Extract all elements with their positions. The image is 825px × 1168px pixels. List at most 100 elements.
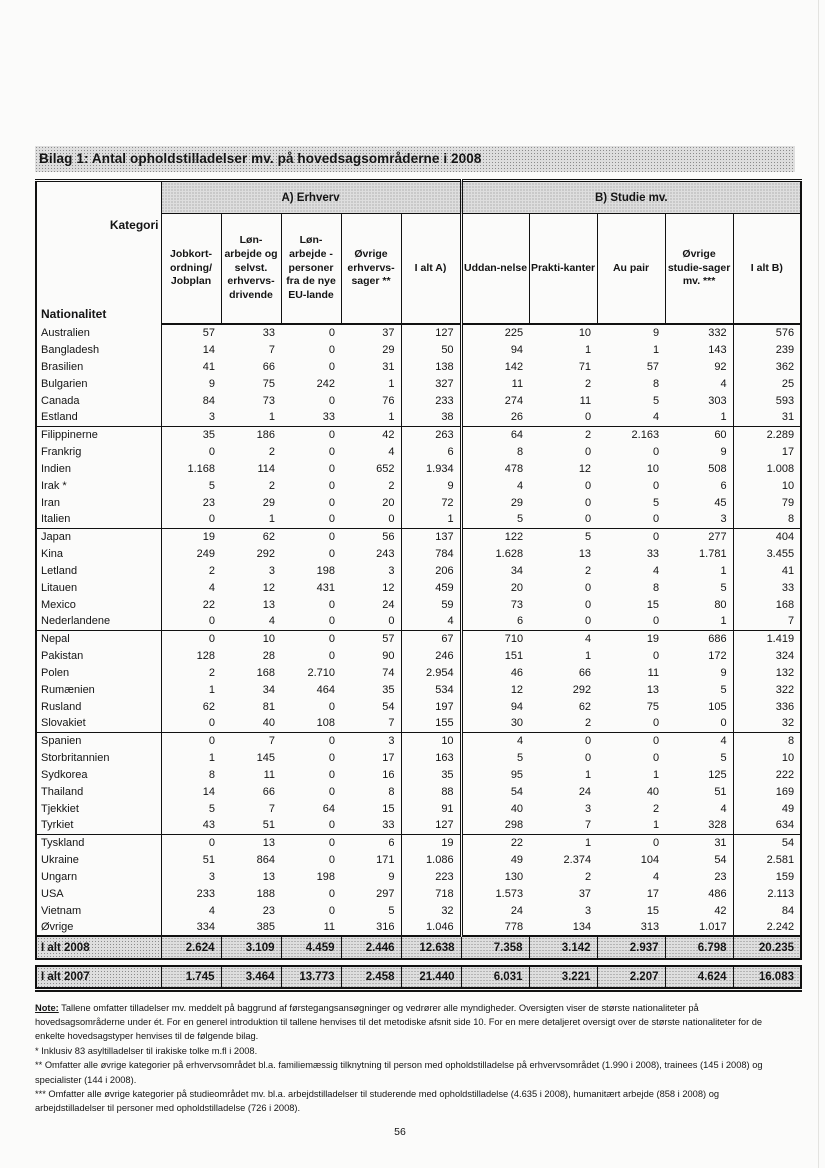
value-cell: 5: [652, 394, 660, 407]
value-cell: 88: [400, 783, 463, 800]
value-cell: 5: [720, 751, 727, 764]
value-cell: 0: [584, 734, 592, 747]
value-cell: 54: [510, 785, 524, 798]
value-cell: 593: [732, 392, 802, 409]
column-header: Uddan-nelse: [460, 213, 530, 326]
value-cell: 576: [732, 324, 802, 341]
value-cell: 303: [708, 394, 727, 407]
value-cell: 0: [328, 327, 335, 339]
note-body: Tallene omfatter tilladelser mv. meddelt…: [35, 1002, 763, 1042]
value-cell: 29: [382, 343, 395, 356]
value-cell: 233: [196, 887, 215, 900]
total-label: I alt 2007: [35, 965, 162, 990]
value-cell: 0: [208, 632, 215, 645]
value-cell: 385: [256, 921, 275, 933]
value-cell: 0: [652, 530, 660, 543]
value-cell: 0: [328, 343, 335, 356]
value-cell: 0: [328, 649, 335, 662]
value-cell: 4: [720, 802, 727, 815]
value-cell: 80: [714, 598, 727, 611]
value-cell: 90: [382, 649, 395, 662]
table-row: Vietnam 4 23 0 5 32 24 3 15 42 84: [36, 902, 802, 919]
value-cell: 0: [328, 887, 335, 900]
nationality-cell: Spanien: [36, 732, 162, 749]
value-cell: 35: [382, 683, 395, 696]
value-cell: 0: [328, 734, 335, 747]
nationality-cell: Tyskland: [36, 834, 162, 851]
value-cell: 0: [529, 511, 598, 529]
table-row: Nepal 0 10 0 57 67 710 4 19 686 1.419: [36, 630, 802, 647]
value-cell: 84: [202, 394, 215, 407]
value-cell: 23: [202, 496, 215, 509]
value-cell: 30: [461, 715, 530, 733]
value-cell: 1: [652, 343, 660, 356]
value-cell: 0: [584, 581, 592, 594]
value-cell: 10: [262, 632, 275, 645]
value-cell: 0: [328, 785, 335, 798]
value-cell: 26: [461, 409, 530, 427]
table-row: Ungarn 3 13 198 9 223 130 2 4 23 159: [36, 868, 802, 885]
value-cell: 0: [597, 511, 666, 529]
table-row: Kina 249 292 0 243 784 1.628 13 33 1.781 3.455: [36, 545, 802, 562]
nationality-cell: Brasilien: [36, 358, 162, 375]
value-cell: 9: [208, 377, 215, 390]
nationality-cell: Rusland: [36, 698, 162, 715]
nationality-cell: Bangladesh: [36, 341, 162, 358]
table-row: Storbritannien 1 145 0 17 163 5 0 0 5 10: [36, 749, 802, 766]
value-cell: 4: [208, 904, 215, 917]
value-cell: 0: [328, 428, 335, 441]
total-row-2008: I alt 2008 2.624 3.109 4.459 2.446 12.638 7.35…: [35, 935, 802, 960]
value-cell: 1.934: [400, 460, 463, 477]
value-cell: 60: [714, 428, 727, 441]
table-row: Tyskland 0 13 0 6 19 22 1 0 31 54: [36, 834, 802, 851]
value-cell: 2.581: [732, 851, 802, 868]
value-cell: 33: [281, 409, 341, 427]
value-cell: 14: [202, 343, 215, 356]
footnote: ** Omfatter alle øvrige kategorier på er…: [35, 1060, 763, 1085]
value-cell: 12: [262, 581, 275, 594]
nationality-cell: Letland: [36, 562, 162, 579]
table-row: Iran 23 29 0 20 72 29 0 5 45 79: [36, 494, 802, 511]
value-cell: 404: [732, 528, 802, 545]
total-value: 4.459: [280, 935, 342, 960]
value-cell: 2: [208, 564, 215, 577]
total-label: I alt 2008: [35, 935, 162, 960]
value-cell: 15: [382, 802, 395, 815]
table-row: Indien 1.168 114 0 652 1.934 478 12 10 508 1.008: [36, 460, 802, 477]
nationality-cell: Rumænien: [36, 681, 162, 698]
value-cell: 0: [328, 853, 335, 866]
value-cell: 8: [208, 768, 215, 781]
value-cell: 274: [504, 394, 524, 407]
value-cell: 0: [208, 445, 215, 458]
value-cell: 57: [202, 327, 215, 339]
value-cell: 3: [388, 734, 395, 747]
value-cell: 225: [504, 327, 524, 339]
value-cell: 0: [328, 496, 335, 509]
value-cell: 13: [262, 598, 275, 611]
table-row: Litauen 4 12 431 12 459 20 0 8 5 33: [36, 579, 802, 596]
value-cell: 0: [652, 734, 660, 747]
value-cell: 249: [196, 547, 215, 560]
value-cell: 20: [382, 496, 395, 509]
nationality-cell: Slovakiet: [36, 715, 162, 733]
value-cell: 1: [584, 343, 592, 356]
nationality-cell: Iran: [36, 494, 162, 511]
value-cell: 710: [504, 632, 524, 645]
nationality-cell: Litauen: [36, 579, 162, 596]
value-cell: 66: [578, 666, 592, 679]
value-cell: 4: [652, 564, 660, 577]
value-cell: 2: [208, 666, 215, 679]
table-row: Spanien 0 7 0 3 10 4 0 0 4 8: [36, 732, 802, 749]
value-cell: 71: [578, 360, 592, 373]
nationality-cell: Indien: [36, 460, 162, 477]
value-cell: 188: [256, 887, 275, 900]
value-cell: 0: [328, 904, 335, 917]
value-cell: 163: [400, 749, 463, 766]
table-row: Bangladesh 14 7 0 29 50 94 1 1 143 239: [36, 341, 802, 358]
value-cell: 1: [584, 836, 592, 849]
value-cell: 313: [640, 921, 660, 933]
value-cell: 33: [646, 547, 660, 560]
total-value: 13.773: [280, 965, 342, 990]
value-cell: 0: [328, 445, 335, 458]
value-cell: 1: [221, 409, 281, 427]
